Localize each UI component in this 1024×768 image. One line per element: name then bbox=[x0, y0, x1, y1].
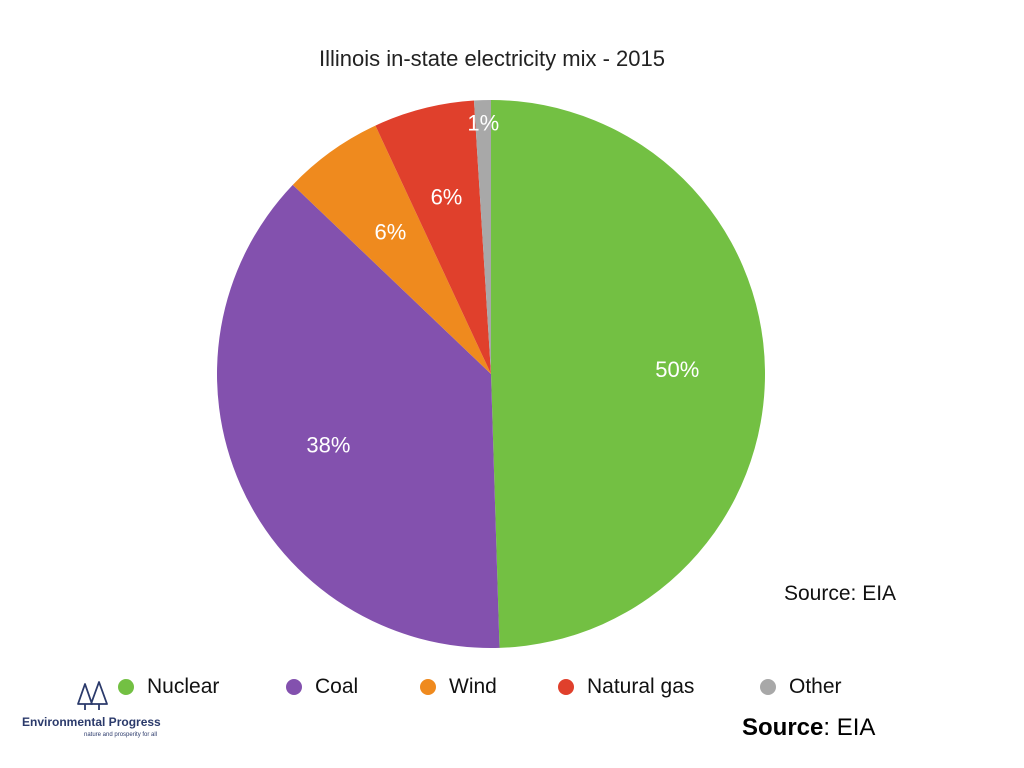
legend-swatch-coal bbox=[286, 679, 302, 695]
legend-item-natural-gas: Natural gas bbox=[558, 675, 694, 699]
legend-swatch-nuclear bbox=[118, 679, 134, 695]
legend-item-other: Other bbox=[760, 675, 842, 699]
pie-slice-nuclear bbox=[491, 100, 765, 648]
legend-item-wind: Wind bbox=[420, 675, 497, 699]
legend-label-coal: Coal bbox=[315, 675, 358, 699]
pie-label-nuclear: 50% bbox=[655, 357, 699, 382]
legend-item-nuclear: Nuclear bbox=[118, 675, 219, 699]
legend-label-other: Other bbox=[789, 675, 842, 699]
source-footer-bold: Source bbox=[742, 714, 823, 741]
pie-label-other: 1% bbox=[467, 111, 499, 136]
source-footer: Source: EIA bbox=[742, 714, 875, 742]
trees-icon bbox=[76, 680, 110, 712]
pie-label-natural-gas: 6% bbox=[431, 185, 463, 210]
pie-label-coal: 38% bbox=[306, 432, 350, 457]
legend-swatch-natural-gas bbox=[558, 679, 574, 695]
logo-name: Environmental Progress bbox=[22, 715, 161, 729]
legend-swatch-wind bbox=[420, 679, 436, 695]
chart-source-annotation: Source: EIA bbox=[784, 582, 896, 606]
legend-label-nuclear: Nuclear bbox=[147, 675, 219, 699]
legend-item-coal: Coal bbox=[286, 675, 358, 699]
legend-label-natural-gas: Natural gas bbox=[587, 675, 694, 699]
pie-label-wind: 6% bbox=[375, 220, 407, 245]
logo-tagline: nature and prosperity for all bbox=[84, 732, 157, 738]
source-footer-text: : EIA bbox=[823, 714, 875, 741]
legend-swatch-other bbox=[760, 679, 776, 695]
legend-label-wind: Wind bbox=[449, 675, 497, 699]
